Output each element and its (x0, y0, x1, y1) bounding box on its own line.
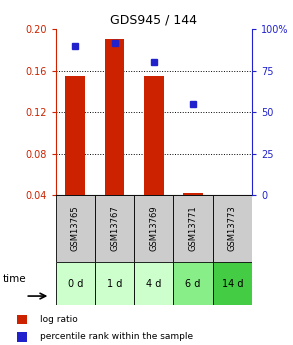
Title: GDS945 / 144: GDS945 / 144 (110, 14, 197, 27)
Text: 0 d: 0 d (68, 279, 83, 289)
Bar (183, 193, 203, 195)
Bar (95, 195, 134, 262)
Text: 6 d: 6 d (185, 279, 201, 289)
Text: GSM13773: GSM13773 (228, 206, 237, 252)
Text: 1 d: 1 d (107, 279, 122, 289)
Bar (95, 262, 134, 305)
Bar (173, 262, 213, 305)
Bar (66, 76, 85, 195)
Bar (56, 195, 95, 262)
Text: 4 d: 4 d (146, 279, 161, 289)
Bar (173, 195, 213, 262)
Bar (17, 332, 27, 342)
Text: percentile rank within the sample: percentile rank within the sample (40, 332, 193, 341)
Bar (56, 262, 95, 305)
Text: time: time (3, 274, 27, 284)
Bar (134, 262, 173, 305)
Bar (144, 76, 163, 195)
Text: GSM13769: GSM13769 (149, 206, 158, 252)
Bar (105, 39, 124, 195)
Bar (213, 195, 252, 262)
Bar (17, 315, 27, 324)
Text: log ratio: log ratio (40, 315, 77, 324)
Bar (213, 262, 252, 305)
Text: GSM13767: GSM13767 (110, 206, 119, 252)
Text: 14 d: 14 d (222, 279, 243, 289)
Bar (134, 195, 173, 262)
Text: GSM13765: GSM13765 (71, 206, 80, 252)
Text: GSM13771: GSM13771 (189, 206, 197, 252)
